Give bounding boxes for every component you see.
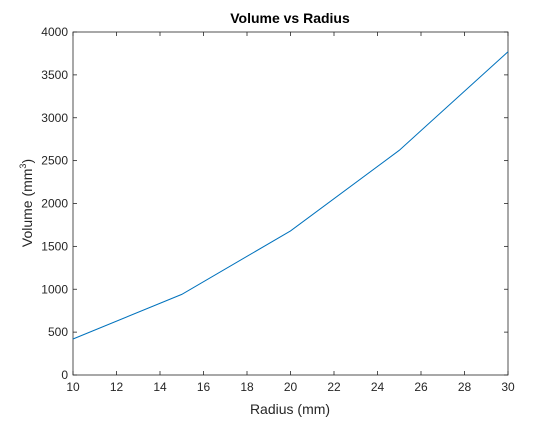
x-axis: 10 12 14 16 18 20 22 24 26 28 30 — [66, 32, 515, 394]
y-tick-label: 500 — [48, 325, 68, 339]
x-tick-label: 18 — [240, 380, 254, 394]
y-tick-label: 3500 — [41, 68, 68, 82]
y-axis-title-tail: ) — [19, 159, 35, 164]
data-point — [508, 51, 509, 52]
x-tick-label: 20 — [284, 380, 298, 394]
series-layer — [72, 51, 509, 340]
x-tick-label: 14 — [153, 380, 167, 394]
y-tick-label: 0 — [61, 368, 68, 382]
x-axis-title: Radius (mm) — [250, 401, 330, 417]
x-tick-label: 10 — [66, 380, 80, 394]
chart-title: Volume vs Radius — [230, 10, 350, 26]
y-axis-title-superscript: 3 — [18, 164, 28, 169]
data-point — [399, 150, 400, 151]
y-tick-label: 3000 — [41, 111, 68, 125]
y-tick-label: 1500 — [41, 239, 68, 253]
plot-area-box — [72, 31, 509, 376]
y-axis: 0 500 1000 1500 2000 2500 3000 3500 4000 — [41, 25, 508, 382]
x-tick-label: 22 — [327, 380, 341, 394]
data-point — [181, 294, 182, 295]
x-tick-label: 28 — [458, 380, 472, 394]
data-point — [73, 338, 74, 339]
x-tick-label: 26 — [414, 380, 428, 394]
y-tick-label: 1000 — [41, 282, 68, 296]
x-tick-label: 12 — [110, 380, 124, 394]
data-point — [290, 230, 291, 231]
x-tick-label: 24 — [371, 380, 385, 394]
y-axis-title-main: Volume (mm — [19, 169, 35, 248]
y-axis-title: Volume (mm3) — [18, 159, 35, 247]
x-tick-label: 30 — [501, 380, 515, 394]
series-line — [72, 51, 509, 340]
y-tick-label: 4000 — [41, 25, 68, 39]
x-tick-label: 16 — [197, 380, 211, 394]
y-tick-label: 2500 — [41, 154, 68, 168]
y-tick-label: 2000 — [41, 197, 68, 211]
